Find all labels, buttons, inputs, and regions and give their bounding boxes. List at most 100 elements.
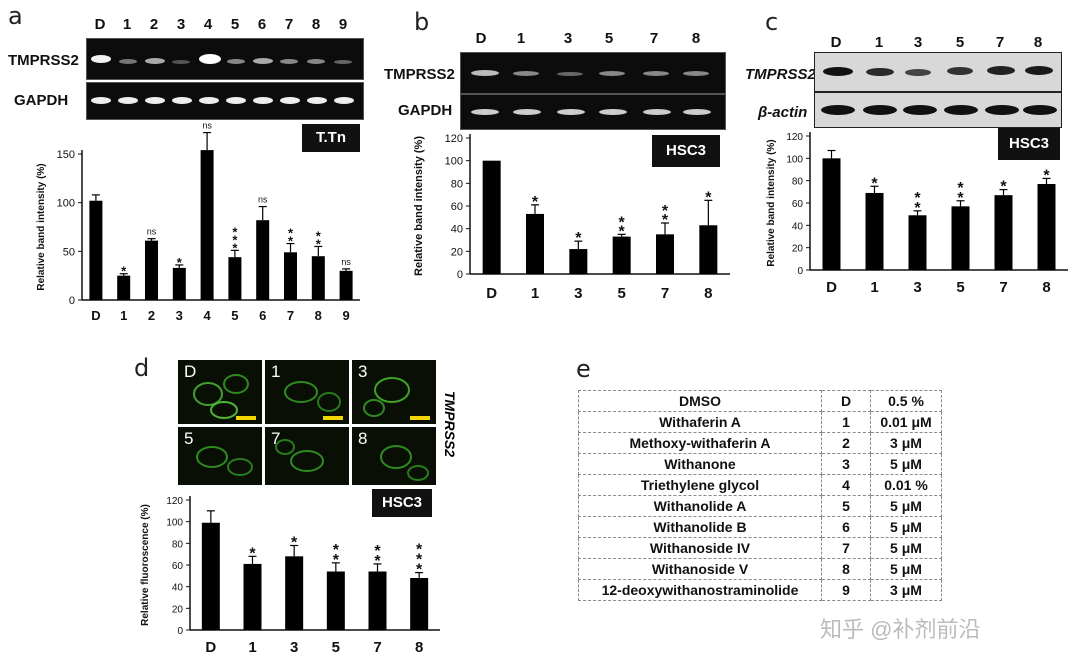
- y-tick-label: 80: [792, 177, 804, 188]
- gel-lane-label: 1: [516, 30, 526, 47]
- significance-mark: *: [291, 535, 298, 552]
- y-tick-label: 60: [172, 561, 184, 572]
- significance-mark: *: [333, 552, 340, 569]
- scale-bar: [236, 416, 256, 420]
- gel-row-label-tmprss2: TMPRSS2: [8, 52, 79, 69]
- gel-image-tmprss2: [86, 38, 364, 80]
- compound-code-cell: 2: [821, 432, 871, 454]
- panel-letter-c: c: [765, 8, 779, 36]
- compound-code-cell: 8: [821, 558, 871, 580]
- compound-code-cell: 3: [821, 453, 871, 475]
- compound-code-cell: 6: [821, 516, 871, 538]
- panel-letter-e: e: [576, 355, 591, 383]
- bar-chart-c: 0 20 40 60 80 100 120 Relative band intensity (…: [766, 132, 1068, 296]
- bar: [526, 213, 544, 274]
- significance-mark: *: [532, 194, 539, 211]
- y-tick-label: 150: [57, 149, 75, 161]
- micrograph-label: 8: [358, 429, 368, 448]
- bar: [117, 275, 131, 300]
- gel-lane-label: 5: [230, 16, 240, 33]
- bar: [326, 571, 345, 630]
- significance-mark: *: [374, 543, 381, 560]
- y-tick-label: 60: [792, 199, 804, 210]
- chart-tag-c: HSC3: [998, 128, 1060, 160]
- gel-lane-label: 5: [955, 34, 965, 51]
- bar: [243, 563, 262, 630]
- x-tick-label: 8: [1042, 279, 1050, 296]
- gel-lane-label: D: [830, 34, 842, 51]
- y-tick-label: 20: [172, 604, 184, 615]
- significance-mark: ns: [147, 227, 157, 237]
- micrograph-cell: 8: [352, 427, 436, 485]
- significance-mark: *: [957, 180, 964, 197]
- bar: [951, 206, 970, 270]
- significance-mark: ns: [258, 195, 268, 205]
- compound-conc-cell: 5 μM: [870, 558, 942, 580]
- x-tick-label: 5: [231, 308, 238, 323]
- compound-conc-cell: 0.5 %: [870, 390, 942, 412]
- compound-code-cell: 9: [821, 579, 871, 601]
- y-tick-label: 80: [451, 178, 463, 190]
- bar-chart-b: 0 20 40 60 80 100 120 Relative band intensity (…: [413, 133, 730, 302]
- compound-name-cell: Withanone: [578, 453, 822, 475]
- y-axis-label: Relative band intensity (%): [766, 139, 777, 266]
- chart-tag-d: HSC3: [372, 489, 432, 517]
- compound-name-cell: DMSO: [578, 390, 822, 412]
- significance-mark: *: [232, 232, 238, 247]
- x-tick-label: 5: [332, 639, 340, 656]
- compound-name-cell: Withaferin A: [578, 411, 822, 433]
- bar: [482, 160, 501, 274]
- y-tick-label: 0: [797, 266, 803, 277]
- bar: [285, 556, 304, 630]
- significance-mark: ns: [202, 121, 212, 131]
- compound-conc-cell: 5 μM: [870, 537, 942, 559]
- significance-mark: *: [619, 223, 626, 240]
- micrograph-cell: 3: [352, 360, 436, 424]
- x-tick-label: 5: [617, 285, 625, 302]
- bar: [1037, 184, 1056, 270]
- compound-conc-cell: 5 μM: [870, 495, 942, 517]
- gel-lane-label: 8: [311, 16, 321, 33]
- bar: [311, 256, 325, 300]
- gel-row-label-gapdh: GAPDH: [398, 102, 453, 119]
- compound-code-cell: 1: [821, 411, 871, 433]
- significance-mark: *: [1043, 167, 1050, 184]
- gel-lane-label: 3: [563, 30, 573, 47]
- significance-mark: *: [316, 228, 322, 243]
- gel-image-gapdh: [86, 82, 364, 120]
- gel-image-tmprss2: [460, 52, 726, 94]
- significance-mark: *: [416, 542, 423, 559]
- table-row: DMSO D 0.5 %: [578, 390, 942, 412]
- bar-chart-d: 0 20 40 60 80 100 120 Relative fluoroscence (%)…: [140, 496, 440, 656]
- compound-name-cell: Withanolide A: [578, 495, 822, 517]
- y-tick-label: 0: [457, 269, 463, 281]
- significance-mark: *: [333, 542, 340, 559]
- micrograph-label: 7: [271, 429, 281, 448]
- y-tick-label: 100: [786, 154, 803, 165]
- compound-table: DMSO D 0.5 % Withaferin A 1 0.01 μM Methoxy-wi…: [578, 390, 942, 601]
- significance-mark: *: [121, 264, 127, 279]
- significance-mark: *: [416, 552, 423, 569]
- micrograph-label: 1: [271, 362, 281, 381]
- table-row: Withanone 3 5 μM: [578, 453, 942, 475]
- bar: [228, 257, 242, 300]
- bar-chart-a: 0 50 100 150 Relative band intensity (%) D 1 * 2…: [36, 121, 360, 323]
- x-tick-label: 4: [203, 308, 211, 323]
- significance-mark: *: [374, 553, 381, 570]
- significance-mark: ns: [341, 257, 351, 267]
- x-tick-label: 3: [913, 279, 921, 296]
- significance-mark: *: [249, 545, 256, 562]
- y-tick-label: 120: [166, 496, 183, 507]
- compound-name-cell: Methoxy-withaferin A: [578, 432, 822, 454]
- x-tick-label: D: [205, 639, 216, 656]
- y-tick-label: 50: [63, 246, 75, 258]
- y-tick-label: 60: [451, 201, 463, 213]
- compound-conc-cell: 0.01 %: [870, 474, 942, 496]
- chart-tag-b: HSC3: [652, 135, 720, 167]
- y-tick-label: 80: [172, 539, 184, 550]
- bar: [256, 220, 270, 300]
- bar: [569, 249, 588, 274]
- micrograph-label: 3: [358, 362, 368, 381]
